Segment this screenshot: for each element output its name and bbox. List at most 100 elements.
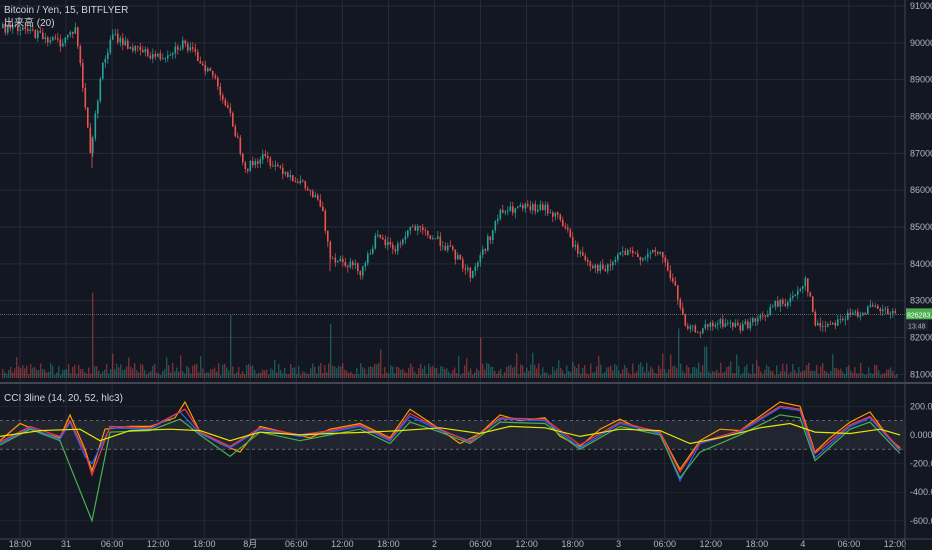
candle-body (64, 37, 67, 44)
volume-bar (94, 365, 96, 378)
candle-body (632, 250, 634, 253)
volume-bar (780, 371, 782, 378)
volume-bar (324, 365, 326, 378)
candle-body (489, 236, 492, 241)
candle-body (589, 261, 592, 267)
candle-body (837, 319, 839, 326)
candle-body (494, 221, 497, 231)
candle-body (517, 206, 519, 209)
volume-bar (550, 375, 552, 378)
candle-body (252, 160, 254, 166)
candle-body (627, 250, 629, 256)
candle-body (452, 246, 454, 250)
volume-bar (572, 362, 574, 378)
cci-indicator-label: CCI 3line (14, 20, 52, hlc3) (4, 393, 123, 404)
candle-body (327, 230, 329, 242)
volume-bar (144, 370, 146, 378)
candle-body (334, 258, 337, 263)
candle-body (857, 311, 859, 317)
volume-bar (96, 366, 98, 378)
candle-body (712, 322, 714, 327)
candle-body (814, 312, 817, 326)
candle-body (262, 154, 264, 160)
volume-bar (850, 370, 852, 378)
volume-bar (102, 371, 104, 378)
volume-bar (260, 372, 262, 378)
candle-body (214, 75, 217, 78)
candle-body (769, 306, 772, 316)
volume-bar (274, 359, 276, 378)
candle-body (707, 324, 709, 327)
x-tick-label: 06:00 (101, 539, 124, 549)
volume-bar (230, 315, 232, 378)
candle-body (472, 270, 474, 278)
volume-bar (896, 374, 898, 378)
x-tick-label: 4 (800, 539, 805, 549)
volume-bar (448, 371, 450, 378)
candle-body (619, 252, 622, 255)
candle-body (72, 31, 74, 34)
candle-body (54, 37, 57, 39)
candle-body (659, 252, 662, 254)
volume-bar (724, 371, 726, 378)
volume-bar (414, 371, 416, 378)
candle-body (677, 285, 679, 300)
candle-body (27, 29, 29, 31)
volume-bar (372, 367, 374, 378)
volume-bar (532, 352, 534, 378)
volume-bar (342, 363, 344, 378)
volume-bar (222, 364, 224, 378)
candle-body (249, 160, 252, 171)
candle-body (97, 101, 99, 114)
volume-bar (668, 369, 670, 378)
volume-bar (352, 373, 354, 378)
candle-body (804, 278, 807, 287)
volume-bar (824, 370, 826, 378)
candle-body (217, 77, 219, 87)
volume-bar (264, 370, 266, 378)
candle-body (119, 38, 122, 43)
candle-body (872, 304, 874, 307)
volume-bar (646, 362, 648, 378)
volume-bar (524, 372, 526, 378)
candle-body (504, 211, 507, 213)
candle-body (694, 325, 697, 333)
last-price-badge (906, 308, 932, 320)
volume-bar (440, 366, 442, 378)
x-tick-label: 18:00 (561, 539, 584, 549)
volume-bar (48, 371, 50, 378)
volume-bar (216, 371, 218, 378)
volume-bar (878, 370, 880, 378)
volume-bar (10, 367, 12, 378)
candle-body (167, 55, 169, 59)
candle-body (342, 259, 344, 262)
candle-body (747, 321, 749, 329)
x-tick-label: 06:00 (653, 539, 676, 549)
candle-body (894, 310, 897, 313)
candle-body (117, 33, 119, 43)
volume-bar (340, 366, 342, 378)
volume-bar (462, 373, 464, 378)
volume-bar (498, 370, 500, 378)
volume-bar (718, 372, 720, 378)
candle-body (329, 241, 332, 259)
candle-body (209, 68, 212, 71)
volume-bar (890, 367, 892, 378)
volume-bar (500, 368, 502, 378)
volume-bar (652, 368, 654, 378)
volume-bar (640, 362, 642, 378)
candle-body (462, 259, 464, 269)
volume-bar (728, 366, 730, 378)
candle-body (527, 203, 529, 206)
volume-bar (286, 374, 288, 378)
cci-y-tick-label: -400.0000 (910, 487, 932, 497)
volume-bar (430, 366, 432, 378)
candle-body (727, 323, 729, 324)
volume-bar (16, 357, 18, 378)
candle-body (139, 46, 142, 51)
volume-bar (800, 372, 802, 378)
candle-body (612, 262, 614, 266)
volume-bar (56, 372, 58, 378)
volume-bar (226, 367, 228, 378)
